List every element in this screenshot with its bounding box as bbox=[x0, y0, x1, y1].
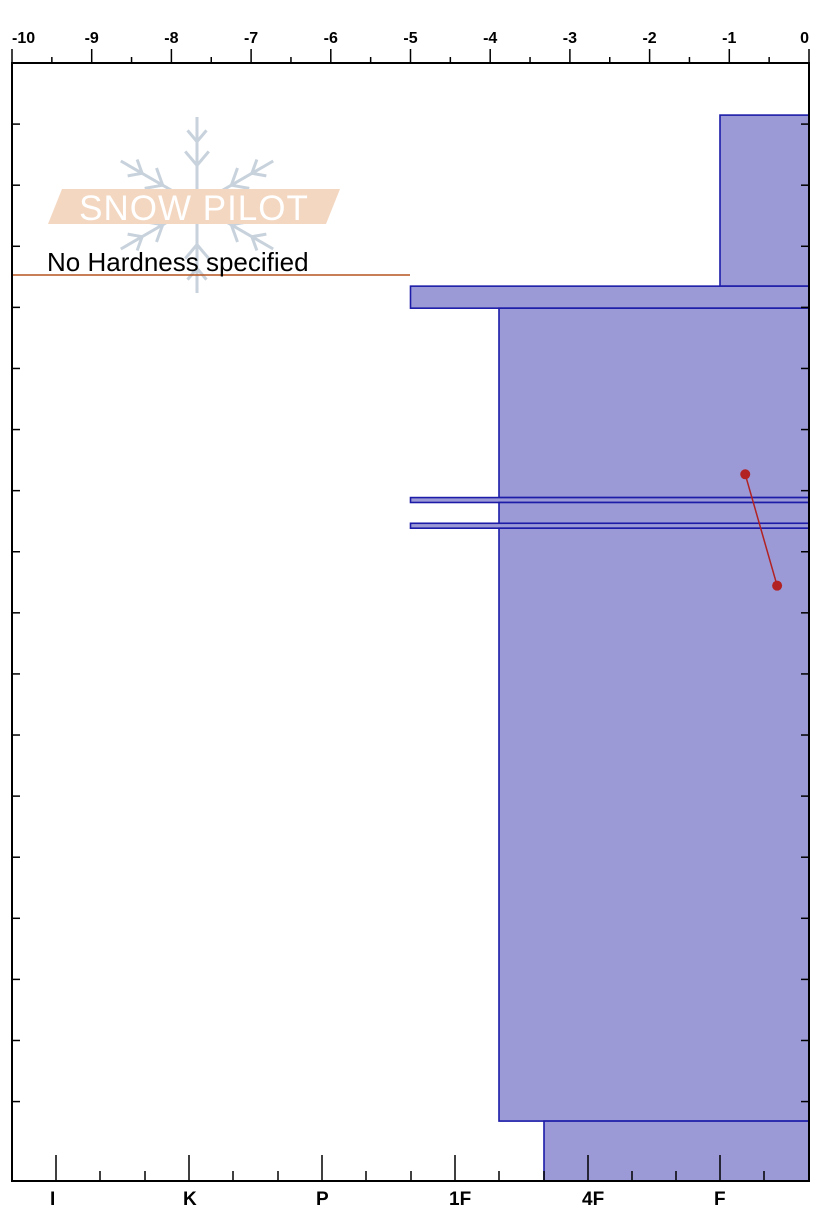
bottom-axis-labels: I K P 1F 4F F bbox=[50, 1189, 726, 1210]
bottom-tick-label: K bbox=[183, 1189, 197, 1210]
top-tick-label: 0 bbox=[800, 30, 809, 47]
top-tick-label: -9 bbox=[85, 30, 99, 47]
top-axis-labels: -10 -9 -8 -7 -6 -5 -4 -3 -2 -1 0 bbox=[12, 30, 809, 47]
temperature-point bbox=[740, 469, 750, 479]
top-tick-label: -4 bbox=[483, 30, 497, 47]
top-tick-label: -2 bbox=[642, 30, 656, 47]
hardness-layer bbox=[499, 308, 809, 497]
top-tick-label: -6 bbox=[324, 30, 338, 47]
bottom-tick-label: F bbox=[714, 1189, 726, 1210]
hardness-layer bbox=[499, 502, 809, 523]
top-tick-label: -8 bbox=[164, 30, 178, 47]
hardness-layer bbox=[720, 115, 809, 286]
hardness-layer bbox=[411, 286, 810, 308]
no-hardness-label: No Hardness specified bbox=[47, 247, 309, 277]
top-tick-label: -3 bbox=[563, 30, 577, 47]
bottom-tick-label: I bbox=[50, 1189, 55, 1210]
bottom-tick-label: 1F bbox=[449, 1189, 471, 1210]
temperature-point bbox=[772, 581, 782, 591]
top-tick-label: -7 bbox=[244, 30, 258, 47]
top-tick-label: -5 bbox=[403, 30, 417, 47]
logo-text: SNOW PILOT bbox=[79, 189, 309, 228]
hardness-layers bbox=[411, 115, 810, 1181]
hardness-layer bbox=[499, 528, 809, 1121]
top-tick-label: -1 bbox=[722, 30, 736, 47]
bottom-tick-label: P bbox=[316, 1189, 329, 1210]
top-tick-label: -10 bbox=[12, 30, 35, 47]
bottom-tick-label: 4F bbox=[582, 1189, 604, 1210]
